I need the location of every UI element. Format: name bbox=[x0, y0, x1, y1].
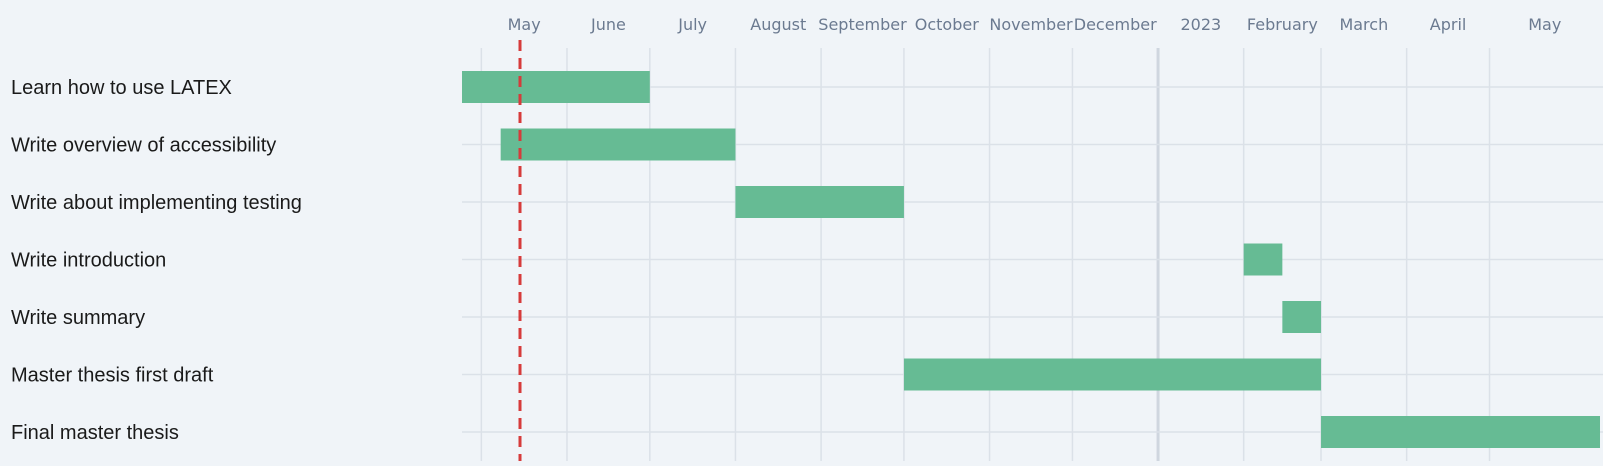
month-tick-label: November bbox=[989, 15, 1073, 34]
task-label: Write summary bbox=[11, 307, 145, 329]
task-label: Write introduction bbox=[11, 250, 166, 272]
task-label: Master thesis first draft bbox=[11, 365, 214, 387]
month-tick-label: June bbox=[590, 15, 626, 34]
task-label: Learn how to use LATEX bbox=[11, 77, 232, 99]
month-tick-label: December bbox=[1074, 15, 1157, 34]
task-bar[interactable] bbox=[735, 186, 904, 218]
month-tick-label: March bbox=[1339, 15, 1388, 34]
month-tick-label: September bbox=[818, 15, 907, 34]
task-label: Write about implementing testing bbox=[11, 192, 302, 214]
task-label: Write overview of accessibility bbox=[11, 135, 276, 157]
task-bar[interactable] bbox=[500, 128, 736, 161]
task-bar[interactable] bbox=[1282, 301, 1322, 333]
task-bar[interactable] bbox=[1321, 416, 1600, 448]
month-tick-label: August bbox=[750, 15, 806, 34]
task-label: Final master thesis bbox=[11, 422, 179, 444]
task-bar[interactable] bbox=[1243, 243, 1283, 276]
task-bar[interactable] bbox=[462, 71, 650, 103]
month-tick-label: July bbox=[677, 15, 707, 34]
task-bar[interactable] bbox=[903, 358, 1322, 391]
month-tick-label: April bbox=[1430, 15, 1467, 34]
month-tick-label: October bbox=[915, 15, 979, 34]
month-tick-label: May bbox=[508, 15, 541, 34]
month-tick-label: February bbox=[1247, 15, 1318, 34]
month-tick-label: May bbox=[1528, 15, 1561, 34]
month-tick-label: 2023 bbox=[1181, 15, 1222, 34]
